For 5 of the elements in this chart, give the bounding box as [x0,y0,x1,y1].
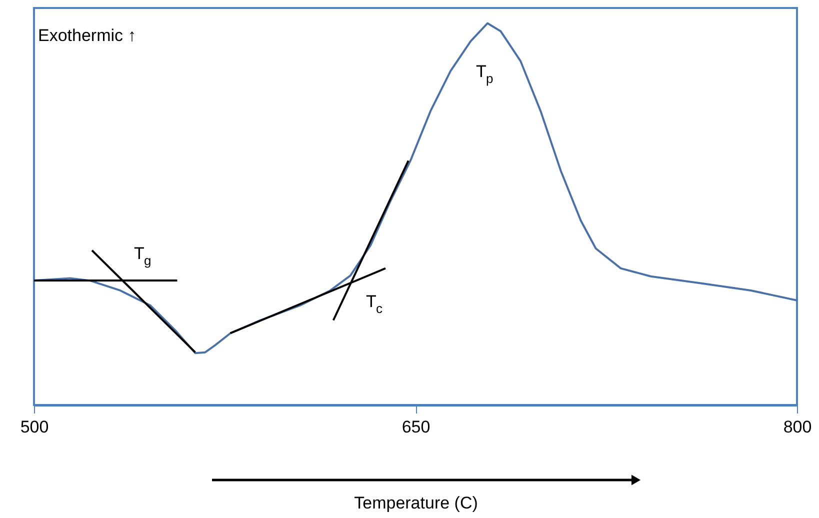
x-tick-label: 800 [783,418,812,436]
annotation: Exothermic ↑ [38,26,136,45]
x-axis-title: Temperature (C) [354,494,478,512]
x-tick-label: 500 [20,418,49,436]
x-tick-label: 650 [402,418,430,436]
